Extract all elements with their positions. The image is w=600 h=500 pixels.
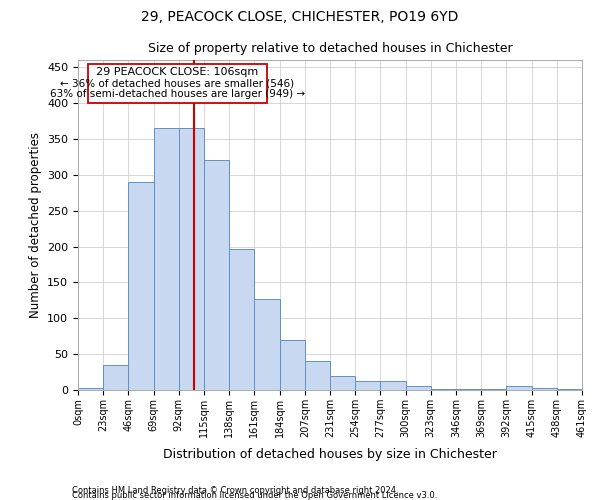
Bar [78, 388, 103, 390]
Title: Size of property relative to detached houses in Chichester: Size of property relative to detached ho… [148, 42, 512, 54]
Bar [456, 388, 481, 390]
Bar [380, 382, 406, 390]
Bar [254, 299, 280, 390]
Bar [557, 388, 582, 390]
Bar [154, 128, 179, 390]
Bar [229, 248, 254, 390]
Bar [481, 388, 506, 390]
Bar [179, 128, 204, 390]
Bar [128, 182, 154, 390]
Text: Contains public sector information licensed under the Open Government Licence v3: Contains public sector information licen… [72, 491, 437, 500]
Bar [204, 160, 229, 390]
Text: 29, PEACOCK CLOSE, CHICHESTER, PO19 6YD: 29, PEACOCK CLOSE, CHICHESTER, PO19 6YD [142, 10, 458, 24]
Bar [355, 382, 380, 390]
Text: 63% of semi-detached houses are larger (949) →: 63% of semi-detached houses are larger (… [50, 90, 305, 100]
Y-axis label: Number of detached properties: Number of detached properties [29, 132, 41, 318]
FancyBboxPatch shape [88, 64, 267, 103]
Bar [506, 386, 532, 390]
Bar [406, 386, 431, 390]
Text: Contains HM Land Registry data © Crown copyright and database right 2024.: Contains HM Land Registry data © Crown c… [72, 486, 398, 495]
Bar [103, 365, 128, 390]
Bar [532, 388, 557, 390]
Text: ← 36% of detached houses are smaller (546): ← 36% of detached houses are smaller (54… [61, 78, 295, 88]
X-axis label: Distribution of detached houses by size in Chichester: Distribution of detached houses by size … [163, 448, 497, 461]
Text: 29 PEACOCK CLOSE: 106sqm: 29 PEACOCK CLOSE: 106sqm [97, 68, 259, 78]
Bar [280, 340, 305, 390]
Bar [431, 388, 456, 390]
Bar [305, 362, 330, 390]
Bar [330, 376, 355, 390]
